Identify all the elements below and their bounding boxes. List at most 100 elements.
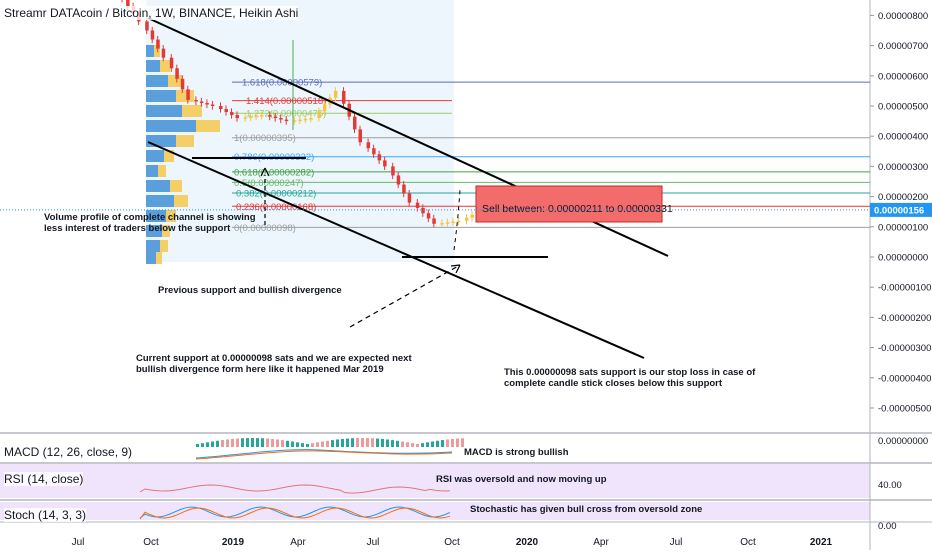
candle-body[interactable] bbox=[150, 30, 155, 40]
fib-level-label: 1.618(0.00000579) bbox=[242, 78, 322, 89]
candle-body[interactable] bbox=[470, 214, 475, 218]
price-tick-label: -0.00000400 bbox=[878, 373, 931, 384]
volume-profile-bar bbox=[146, 45, 154, 57]
current-price-tag[interactable] bbox=[870, 202, 932, 217]
macd-histogram-bar bbox=[416, 443, 419, 447]
candle-body[interactable] bbox=[298, 119, 302, 122]
candle-body[interactable] bbox=[322, 104, 327, 112]
macd-histogram-bar bbox=[236, 438, 239, 447]
candle-body[interactable] bbox=[402, 184, 406, 194]
candle-body[interactable] bbox=[145, 21, 149, 31]
volume-profile-bar bbox=[158, 165, 166, 177]
candle-body[interactable] bbox=[451, 221, 455, 224]
current-support-note: bullish divergence form here like it hap… bbox=[136, 364, 384, 375]
candle-body[interactable] bbox=[366, 142, 371, 149]
candle-body[interactable] bbox=[230, 112, 234, 116]
volume-profile-bar bbox=[162, 225, 170, 237]
sell-zone-box[interactable] bbox=[475, 185, 663, 223]
candle-body[interactable] bbox=[254, 115, 259, 118]
macd-histogram-bar bbox=[231, 438, 234, 447]
price-tick-label: 0.00000100 bbox=[878, 222, 928, 233]
candle-body[interactable] bbox=[303, 118, 308, 121]
candle-body[interactable] bbox=[342, 90, 346, 104]
macd-title[interactable]: MACD (12, 26, close, 9) bbox=[4, 445, 133, 459]
candle-body[interactable] bbox=[372, 148, 376, 155]
candle-body[interactable] bbox=[235, 115, 240, 119]
candle-body[interactable] bbox=[353, 116, 357, 130]
macd-histogram-bar bbox=[391, 440, 394, 447]
macd-histogram-bar bbox=[261, 438, 264, 447]
candle-body[interactable] bbox=[309, 118, 313, 120]
candle-body[interactable] bbox=[377, 154, 382, 161]
candle-body[interactable] bbox=[268, 115, 272, 117]
volume-profile-bar bbox=[182, 105, 202, 117]
macd-histogram-bar bbox=[411, 443, 414, 447]
candle-body[interactable] bbox=[186, 89, 190, 100]
candle-body[interactable] bbox=[260, 115, 264, 117]
candle-body[interactable] bbox=[273, 116, 278, 119]
candle-body[interactable] bbox=[243, 117, 248, 119]
time-label: 2021 bbox=[810, 537, 833, 548]
candle-body[interactable] bbox=[391, 166, 395, 176]
candle-body[interactable] bbox=[224, 109, 229, 113]
candle-body[interactable] bbox=[279, 118, 283, 120]
rsi-band bbox=[0, 464, 870, 498]
candle-body[interactable] bbox=[426, 213, 431, 219]
macd-histogram-bar bbox=[256, 438, 259, 447]
stoch-d-line bbox=[139, 507, 451, 520]
candle-body[interactable] bbox=[292, 120, 297, 122]
fib-level-label: 0.382(0.00000212) bbox=[236, 188, 316, 199]
candle-body[interactable] bbox=[333, 90, 338, 98]
candle-body[interactable] bbox=[161, 48, 166, 58]
candle-body[interactable] bbox=[415, 202, 420, 208]
time-label: Apr bbox=[593, 537, 609, 548]
candle-body[interactable] bbox=[358, 129, 363, 143]
candle-body[interactable] bbox=[169, 57, 174, 69]
candle-body[interactable] bbox=[407, 193, 412, 203]
candle-body[interactable] bbox=[210, 104, 215, 106]
time-label: 2020 bbox=[516, 537, 539, 548]
macd-histogram-bar bbox=[326, 440, 329, 447]
stoch-title[interactable]: Stoch (14, 3, 3) bbox=[4, 508, 87, 522]
candle-body[interactable] bbox=[456, 220, 461, 223]
candle-body[interactable] bbox=[440, 223, 444, 225]
price-tick-label: 0.00000300 bbox=[878, 162, 928, 173]
price-tick-label: 0.00000400 bbox=[878, 132, 928, 143]
chart-title: Streamr DATAcoin / Bitcoin, 1W, BINANCE,… bbox=[4, 6, 299, 20]
candle-body[interactable] bbox=[383, 160, 387, 167]
channel-lower-line[interactable] bbox=[147, 141, 645, 359]
time-label: Jul bbox=[670, 537, 683, 548]
macd-histogram-bar bbox=[456, 438, 459, 447]
candle-body[interactable] bbox=[465, 217, 469, 221]
price-tick-label: -0.00000100 bbox=[878, 283, 931, 294]
candle-body[interactable] bbox=[205, 102, 209, 105]
price-tick-label: 0.00000800 bbox=[878, 11, 928, 22]
candle-body[interactable] bbox=[396, 175, 401, 185]
price-tick-label: 0.00000700 bbox=[878, 41, 928, 52]
candle-body[interactable] bbox=[199, 101, 204, 103]
candle-body[interactable] bbox=[432, 218, 436, 224]
macd-histogram-bar bbox=[401, 441, 404, 447]
macd-line bbox=[195, 449, 453, 459]
macd-histogram-bar bbox=[286, 440, 289, 447]
macd-histogram-bar bbox=[361, 438, 364, 447]
candle-body[interactable] bbox=[194, 99, 198, 102]
candle-body[interactable] bbox=[445, 222, 450, 224]
macd-histogram-bar bbox=[306, 443, 309, 447]
candle-body[interactable] bbox=[284, 119, 289, 122]
candle-body[interactable] bbox=[249, 116, 253, 119]
volume-profile-bar bbox=[146, 135, 176, 147]
candle-body[interactable] bbox=[156, 39, 160, 49]
rsi-axis-label: 40.00 bbox=[878, 480, 902, 491]
candle-body[interactable] bbox=[219, 106, 223, 110]
candle-body[interactable] bbox=[126, 0, 130, 7]
candle-body[interactable] bbox=[180, 78, 185, 90]
candle-body[interactable] bbox=[175, 68, 179, 79]
rsi-title[interactable]: RSI (14, close) bbox=[4, 472, 84, 486]
candle-body[interactable] bbox=[421, 207, 425, 214]
price-tick-label: 0.00000200 bbox=[878, 192, 928, 203]
projection-arrowhead bbox=[450, 264, 461, 274]
candle-body[interactable] bbox=[317, 111, 321, 119]
macd-histogram-bar bbox=[406, 442, 409, 447]
